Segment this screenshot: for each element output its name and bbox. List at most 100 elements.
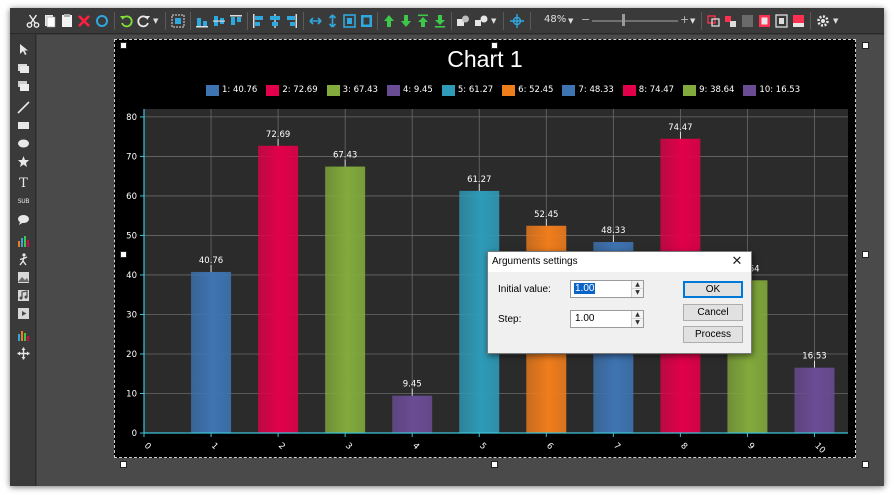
resize-handle-right[interactable] [862, 251, 869, 258]
resize-handle-bottom-right[interactable] [862, 461, 869, 468]
zoom-slider[interactable] [592, 20, 678, 22]
ungroup-icon[interactable] [474, 11, 488, 31]
align-center-icon[interactable] [269, 11, 281, 31]
chart-plot-area: 0 10 20 30 40 50 60 70 80 0 1 2 3 4 5 6 7 8 9 10 40.76 72.69 6… [126, 109, 848, 456]
decrement-icon[interactable]: ▼ [635, 319, 640, 326]
y-tick-label: 40 [126, 271, 137, 281]
resize-handle-left[interactable] [120, 251, 127, 258]
resize-handle-top[interactable] [491, 42, 498, 49]
legend-swatch [441, 84, 455, 96]
y-tick-label: 10 [126, 389, 137, 399]
ellipse-icon[interactable] [16, 136, 31, 151]
zoom-dropdown-icon[interactable]: ▼ [568, 17, 574, 25]
resize-handle-bottom-left[interactable] [120, 461, 127, 468]
bar [191, 271, 232, 433]
rectangle-icon[interactable] [16, 118, 31, 133]
distribute-vertical-icon[interactable] [326, 11, 339, 31]
distribute-horizontal-icon[interactable] [309, 11, 322, 31]
zoom-level[interactable]: 48% [544, 14, 567, 25]
dialog-titlebar[interactable]: Arguments settings ✕ [488, 252, 751, 272]
align-middle-icon[interactable] [213, 11, 225, 31]
settings-icon[interactable] [816, 11, 830, 31]
delete-icon[interactable] [77, 11, 91, 31]
redo-dropdown-icon[interactable]: ▼ [153, 17, 159, 25]
step-value-text[interactable]: 1.00 [575, 313, 595, 324]
toolbar-separator [165, 12, 166, 30]
fit-size-icon[interactable] [343, 11, 356, 31]
select-all-icon[interactable] [171, 11, 185, 31]
line-icon[interactable] [16, 100, 31, 115]
image-tool-icon[interactable] [16, 270, 31, 285]
resize-handle-bottom[interactable] [491, 461, 498, 468]
move-top-icon[interactable] [417, 11, 429, 31]
align-top-icon[interactable] [230, 11, 242, 31]
subtitle-tool-icon[interactable]: SUB [17, 198, 30, 205]
align-right-icon[interactable] [286, 11, 298, 31]
align-bottom-icon[interactable] [196, 11, 208, 31]
undo-icon[interactable] [119, 11, 133, 31]
toolbar-separator [247, 12, 248, 30]
layer-icon[interactable] [792, 11, 805, 31]
layer-icon[interactable] [724, 11, 737, 31]
toolbar-separator [810, 12, 811, 30]
resize-handle-top-right[interactable] [862, 42, 869, 49]
increment-icon[interactable]: ▲ [632, 281, 643, 289]
audio-tool-icon[interactable] [16, 288, 31, 303]
close-icon[interactable]: ✕ [731, 254, 743, 269]
layer-icon[interactable] [707, 11, 720, 31]
settings-dropdown-icon[interactable]: ▼ [833, 17, 839, 25]
zoom-in-icon[interactable]: + [680, 13, 690, 26]
copy-icon[interactable] [44, 11, 56, 31]
cancel-button[interactable]: Cancel [683, 304, 743, 321]
y-tick-label: 70 [126, 152, 137, 162]
fit-size-icon[interactable] [360, 11, 373, 31]
layer-icon[interactable] [775, 11, 788, 31]
legend-swatch [743, 84, 757, 96]
text-tool-icon[interactable]: T [19, 176, 28, 191]
star-shape-icon[interactable] [16, 154, 31, 169]
paste-icon[interactable] [61, 11, 73, 31]
resize-handle-top-left[interactable] [120, 42, 127, 49]
move-tool-icon[interactable] [16, 346, 31, 361]
step-label: Step: [498, 314, 522, 325]
x-tick-label: 1 [209, 441, 220, 452]
group-icon[interactable] [456, 11, 470, 31]
toolbar-separator [451, 12, 452, 30]
move-down-icon[interactable] [400, 11, 412, 31]
process-button[interactable]: Process [683, 326, 743, 343]
pointer-icon[interactable] [16, 42, 31, 57]
circle-tool-icon[interactable] [95, 11, 109, 31]
y-tick-label: 20 [126, 350, 137, 360]
zoom-menu-dropdown-icon[interactable]: ▼ [690, 17, 696, 25]
video-tool-icon[interactable] [16, 306, 31, 321]
ok-button[interactable]: OK [683, 281, 743, 298]
layer-object-icon[interactable] [16, 78, 31, 93]
increment-icon[interactable]: ▲ [632, 311, 643, 319]
chart-object[interactable]: Chart 1 1: 40.76 2: 72.69 3: 67.43 4: 9.45 5… [114, 39, 856, 458]
ungroup-dropdown-icon[interactable]: ▼ [491, 17, 497, 25]
move-up-icon[interactable] [383, 11, 395, 31]
step-field[interactable]: 1.00 ▲ ▼ [570, 310, 644, 328]
equalizer-icon[interactable] [16, 328, 31, 343]
initial-value-field[interactable]: 1.00 ▲ ▼ [570, 280, 644, 298]
align-left-icon[interactable] [252, 11, 264, 31]
animation-icon[interactable] [16, 252, 31, 267]
zoom-out-icon[interactable]: − [581, 13, 591, 26]
chart-tool-icon[interactable] [16, 234, 31, 249]
speech-bubble-icon[interactable] [16, 212, 31, 227]
bar [794, 367, 835, 433]
legend-swatch [266, 84, 280, 96]
snap-icon[interactable] [510, 11, 524, 31]
chart-legend: 1: 40.76 2: 72.69 3: 67.43 4: 9.45 5: 61.27 6… [206, 83, 809, 97]
cut-icon[interactable] [26, 11, 40, 31]
layer-icon[interactable] [741, 11, 754, 31]
x-tick-label: 2 [276, 441, 287, 452]
decrement-icon[interactable]: ▼ [635, 289, 640, 296]
text-object-icon[interactable] [16, 60, 31, 75]
redo-icon[interactable] [137, 11, 151, 31]
layer-icon[interactable] [758, 11, 771, 31]
zoom-slider-thumb[interactable] [622, 14, 625, 26]
initial-value-text[interactable]: 1.00 [574, 283, 596, 294]
move-bottom-icon[interactable] [434, 11, 446, 31]
legend-label: 2: 72.69 [282, 85, 318, 95]
